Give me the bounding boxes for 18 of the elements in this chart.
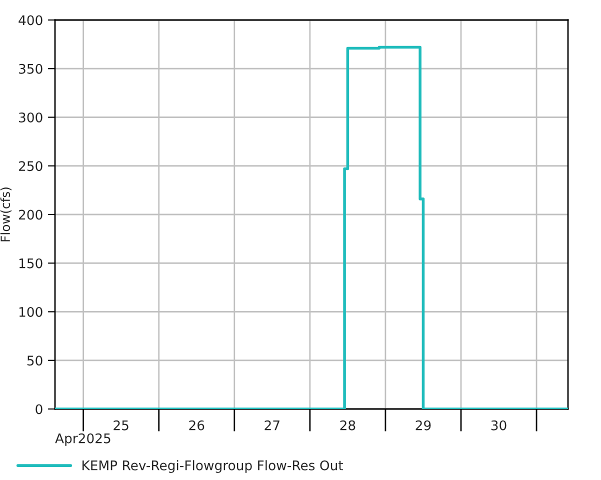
x-tick-label: 27 [264, 420, 280, 430]
x-tick-label: 26 [189, 420, 204, 430]
y-tick-label: 100 [19, 306, 42, 317]
y-tick-label: 300 [19, 112, 42, 122]
x-tick-label: 30 [491, 420, 506, 430]
y-tick-label: 50 [27, 356, 42, 366]
x-tick-label: 29 [416, 420, 431, 430]
x-tick-label: 28 [340, 420, 356, 430]
x-tick-label: 25 [114, 420, 128, 430]
y-tick-label: 250 [18, 161, 42, 172]
y-tick-label: 350 [19, 64, 42, 74]
y-tick-label: 400 [18, 15, 42, 26]
text: Apr2025 [55, 433, 110, 446]
legend-label: KEMP Rev-Regi-Flowgroup Flow-Res Out [82, 460, 344, 473]
y-axis-title: Flow(cfs) [0, 188, 12, 242]
y-tick-label: 0 [36, 404, 42, 414]
y-tick-label: 150 [19, 258, 42, 268]
y-tick-label: 200 [18, 210, 42, 220]
